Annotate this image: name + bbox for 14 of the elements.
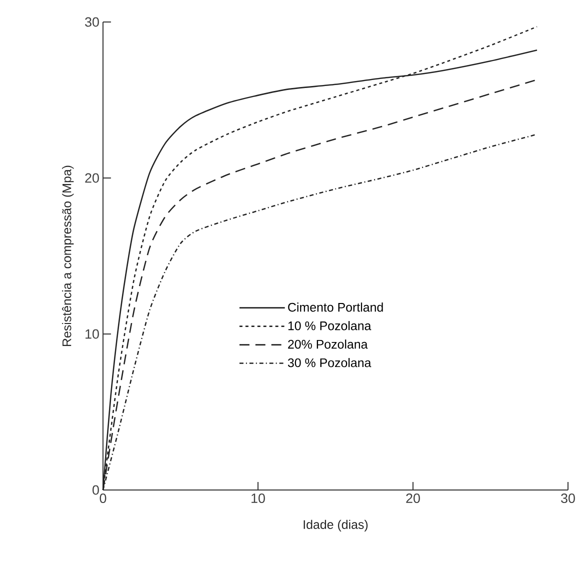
x-tick-label: 30 <box>561 494 575 504</box>
legend-label: 10 % Pozolana <box>288 321 372 330</box>
y-tick-label: 30 <box>85 17 99 27</box>
y-tick-label: 0 <box>92 485 99 495</box>
y-axis-title: Resistência a compressão (Mpa) <box>62 166 74 346</box>
legend-label: 30 % Pozolana <box>288 358 372 368</box>
x-tick-label: 20 <box>406 494 420 504</box>
x-axis-title: Idade (dias) <box>304 520 368 532</box>
y-tick-label: 20 <box>85 173 99 183</box>
legend-label: Cimento Portland <box>288 302 383 312</box>
legend-label: 20% Pozolana <box>288 340 368 349</box>
x-tick-label: 0 <box>100 494 106 504</box>
x-tick-label: 10 <box>252 494 265 504</box>
y-tick-label: 10 <box>86 329 99 339</box>
